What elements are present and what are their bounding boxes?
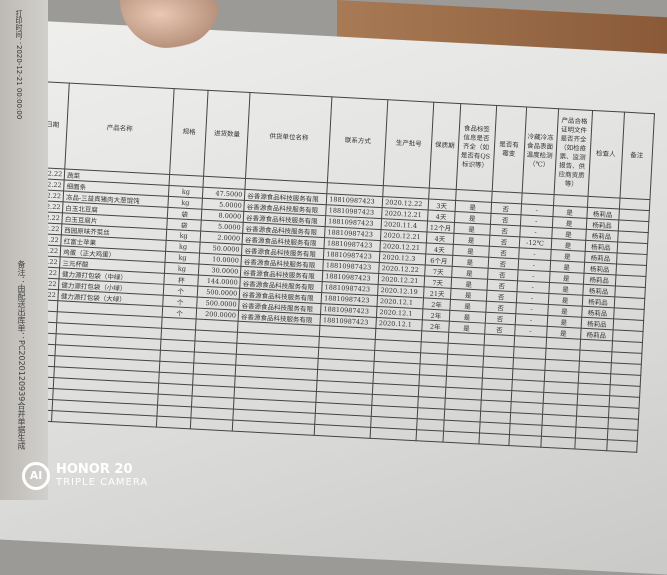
column-header: 食品标签信息是否齐全（如是否有QS标识等）	[455, 103, 497, 192]
column-header: 备注	[619, 112, 654, 200]
empty-cell	[190, 417, 234, 432]
empty-cell	[540, 436, 575, 449]
watermark-camera: TRIPLE CAMERA	[56, 477, 149, 488]
column-header: 产品名称	[64, 83, 175, 175]
column-header: 生产批号	[383, 99, 434, 189]
column-header: 供货单位名称	[245, 92, 333, 183]
column-header: 是否有霉变	[491, 105, 527, 193]
cell-shelf: 6个月	[425, 253, 453, 267]
document-note: 备注：由配送出库单：PC2020120939合并单据生成	[17, 260, 26, 450]
empty-cell	[478, 432, 509, 446]
document-sheet: 进货日期产品名称规格进货数量供货单位名称联系方式生产批号保质期食品标签信息是否齐…	[0, 20, 667, 575]
column-header: 检查人	[587, 110, 625, 199]
empty-cell	[606, 439, 637, 453]
underlying-page-edge: 打印时间：2020-12-21 00:00:00	[0, 0, 48, 500]
watermark-model: HONOR 20	[56, 462, 133, 477]
empty-cell	[574, 438, 607, 451]
print-time: 打印时间：2020-12-21 00:00:00	[15, 10, 23, 120]
column-header: 联系方式	[327, 96, 389, 186]
empty-cell	[416, 429, 444, 443]
column-header: 产品合格证明文件是否齐全（如检疫票、监测报告、供应商资质等）	[553, 108, 593, 197]
purchase-inspection-table: 进货日期产品名称规格进货数量供货单位名称联系方式生产批号保质期食品标签信息是否齐…	[9, 80, 654, 453]
empty-cell	[442, 431, 480, 444]
column-header: 规格	[169, 88, 209, 177]
cell-shelf: 12个月	[427, 221, 454, 234]
column-header: 冷藏冷冻食品表面温度检测（℃）	[521, 107, 559, 195]
honor-ai-logo-icon: AI	[22, 462, 50, 490]
empty-cell	[508, 434, 541, 448]
empty-cell	[314, 424, 371, 439]
empty-cell	[156, 416, 192, 429]
empty-cell	[370, 427, 417, 441]
column-header: 进货数量	[203, 90, 251, 179]
